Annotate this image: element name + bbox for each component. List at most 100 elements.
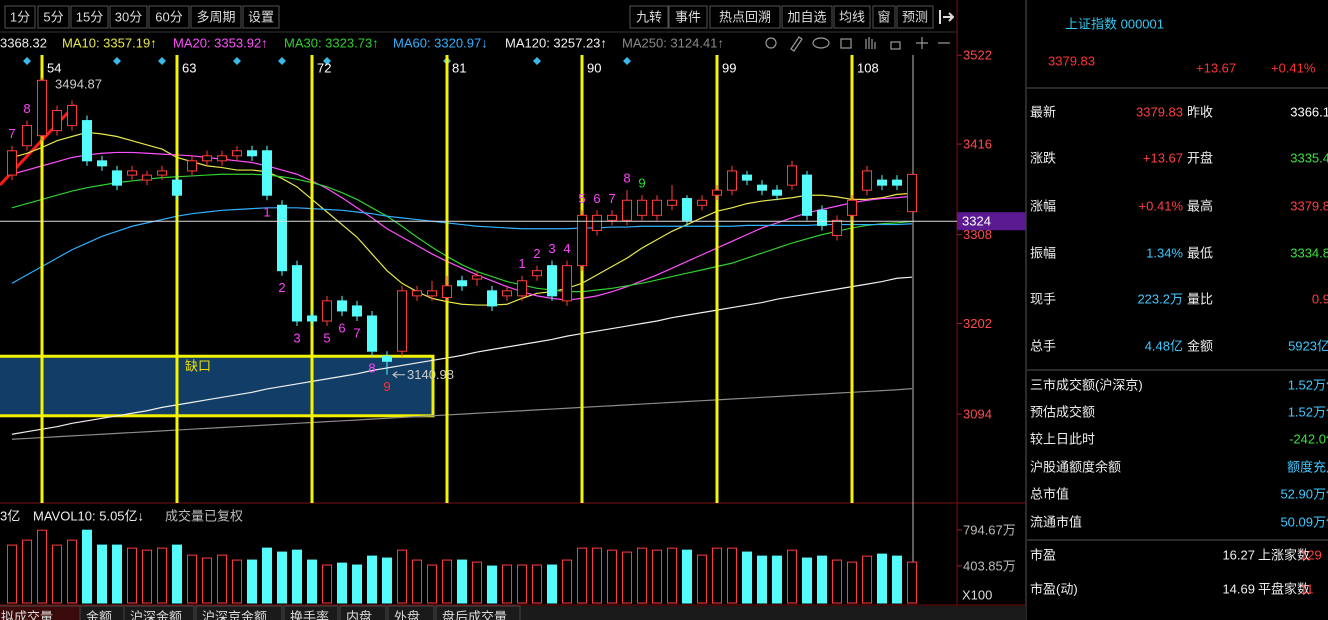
volume-bar [187,554,197,604]
tool-icon[interactable] [865,37,876,49]
low-label: 3140.98 [407,367,454,382]
volume-scale: X100 [962,588,992,603]
period-button[interactable] [148,5,190,29]
tool-label: 加自选 [787,10,826,25]
row-label: 量比 [1187,292,1213,307]
volume-bar [67,539,77,604]
tool-button[interactable] [629,5,669,29]
row-value: +13.67 [1143,151,1183,166]
tool-icon[interactable] [890,41,901,50]
tool-button[interactable] [833,5,871,29]
volume-bar [892,555,902,604]
candle-body [457,280,467,287]
period-button[interactable] [242,5,280,29]
volume-legend: MAVOL10: 5.05亿↓ [33,509,144,524]
cycle-label: 63 [182,61,196,76]
candle-body [52,110,62,132]
row-value: 5923亿 [1288,339,1328,354]
candle-body [862,170,872,191]
candle-body [187,160,197,172]
legend-entry: MA30: 3323.73↑ [284,36,379,51]
tab[interactable] [123,605,195,620]
tab[interactable] [435,605,521,620]
tool-icon[interactable] [916,37,928,49]
candle-body [907,173,917,213]
cycle-label: 72 [317,61,331,76]
tab[interactable] [339,605,387,620]
td-count: 1 [518,256,525,271]
candle-body [742,174,752,181]
price-marker-box [957,212,1026,231]
tab[interactable] [387,605,435,620]
tool-label: 预测 [902,10,928,25]
tab[interactable] [195,605,283,620]
quote-title: 上证指数 000001 [1065,17,1164,32]
volume-bar [232,559,242,604]
y-tick-label: 3094 [963,407,992,422]
tool-button[interactable] [781,5,833,29]
tool-icon[interactable] [790,36,803,52]
td-count: 7 [608,191,615,206]
candle-body [427,290,437,297]
stat-value: 50.09万亿 [1280,515,1328,530]
legend-entry: MA20: 3353.92↑ [173,36,268,51]
candle-body [652,199,662,216]
toolbar: 1分 5分 15分 30分 60分 多周期 设置 九转 事件 热点回溯 加自选 均线窗预测 [4,5,934,29]
volume-bar [82,529,92,604]
tool-button[interactable] [709,5,781,29]
tab-label: 金额 [86,610,112,620]
period-button[interactable] [109,5,148,29]
volume-bar [562,559,572,604]
volume-bar [307,559,317,604]
volume-bar [607,549,617,604]
period-button[interactable] [4,5,36,29]
row-label: 涨跌 [1030,151,1056,166]
y-tick-label: 3522 [963,48,992,63]
volume-bar [547,564,557,604]
tool-icon[interactable] [765,37,777,49]
volume-bar [52,544,62,604]
td-count: 1 [263,205,270,220]
volume-bar [532,564,542,604]
volume-bar [472,561,482,604]
tabs: 虚拟成交量 金额 沪深金额 沪深京金额 换手率 内盘 外盘 盘后成交量 [0,605,1026,620]
volume-bar [907,561,917,604]
candle-body [817,209,827,226]
period-button[interactable] [70,5,109,29]
volume-bar [667,547,677,604]
period-button[interactable] [190,5,242,29]
tab[interactable] [283,605,339,620]
volume-bar [247,559,257,604]
cycle-label: 108 [857,61,879,76]
tool-button[interactable] [896,5,934,29]
period-label: 5分 [43,10,63,25]
tool-button[interactable] [872,5,896,29]
candle-body [847,199,857,216]
candle-body [22,125,32,147]
volume-bar [202,557,212,604]
volume-legend: 成交量已复权 [165,509,243,524]
period-button[interactable] [37,5,70,29]
candle-body [472,275,482,280]
quote-price: 3379.83 [1048,54,1095,69]
volume-bar [592,547,602,604]
period-label: 1分 [10,10,30,25]
candle-body [532,270,542,277]
ma-line [11,207,913,284]
event-marker[interactable] [23,57,631,65]
volume-bar [517,564,527,604]
row-label: 开盘 [1187,151,1213,166]
volume-bar [142,549,152,604]
tool-icon[interactable] [840,38,852,49]
candle-body [637,199,647,216]
row-value: 0.9 [1312,292,1328,307]
candle-body [7,150,17,176]
td-count: 5 [323,331,330,346]
tool-icon[interactable] [812,37,830,49]
val-label: 平盘家数 [1258,582,1310,597]
stat-value: 1.52万亿 [1288,378,1328,393]
collapse-icon[interactable] [939,10,955,24]
quote-header [1027,0,1328,88]
tool-button[interactable] [668,5,708,29]
